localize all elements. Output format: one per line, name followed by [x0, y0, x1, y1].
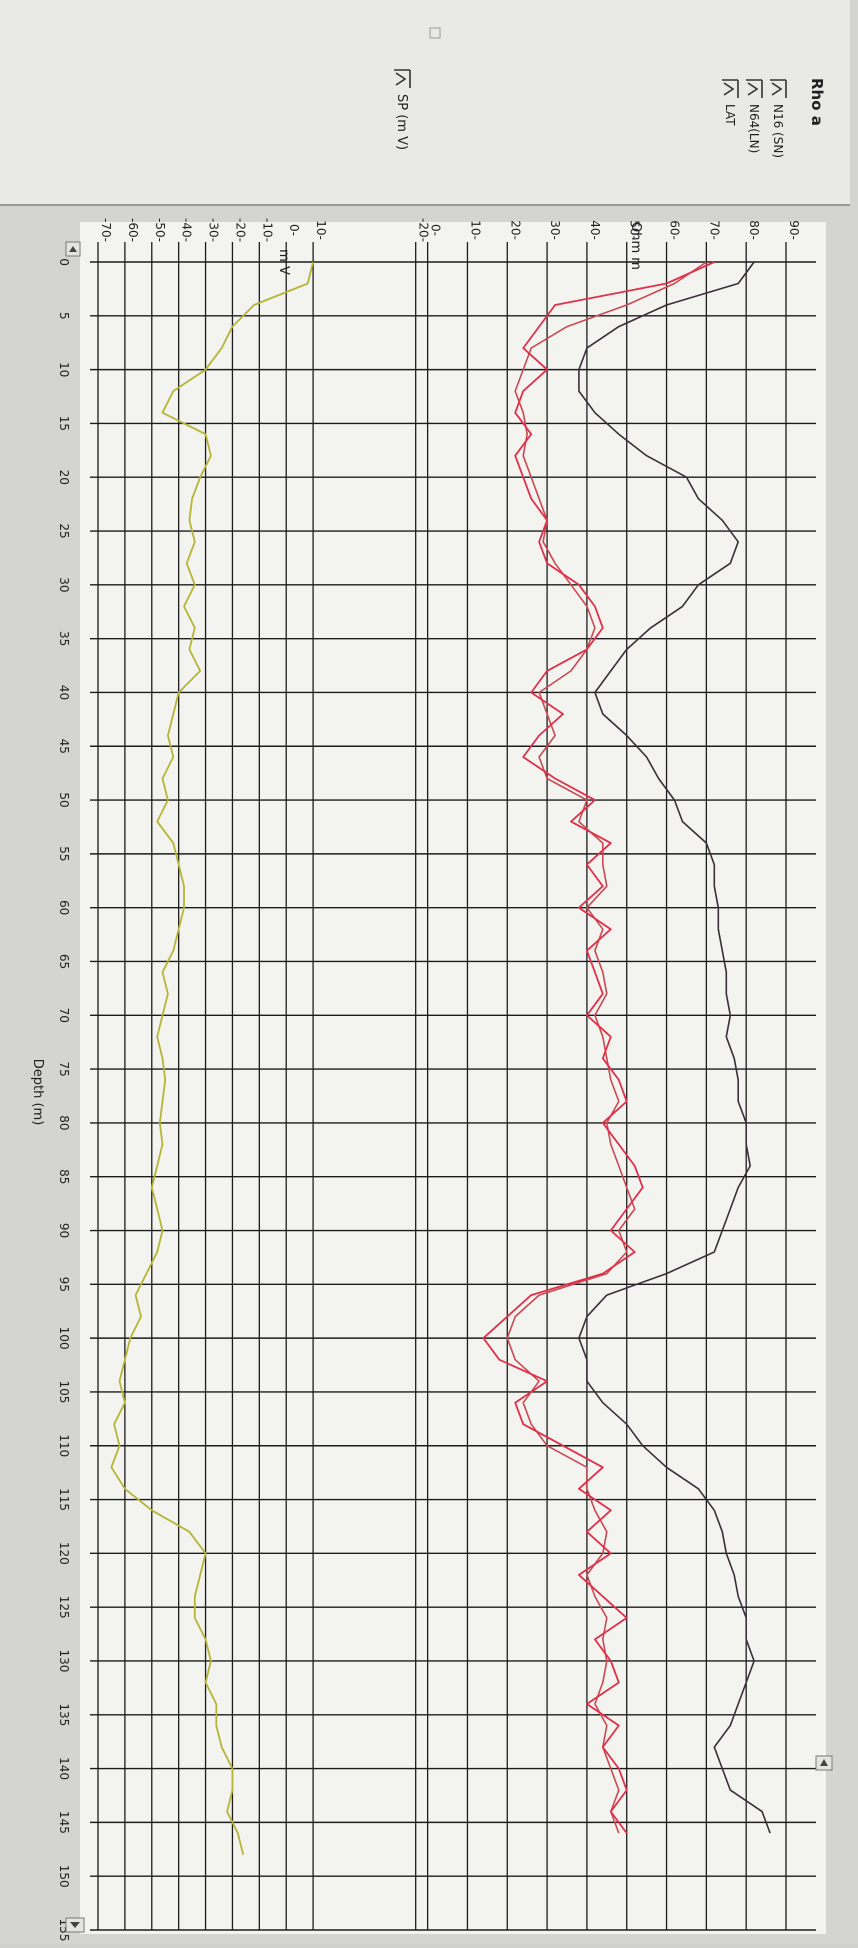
lower-y-tick-label: 0-: [287, 224, 301, 236]
lower-y-tick-label: -30-: [207, 218, 221, 242]
panel-toggle-button[interactable]: [429, 27, 441, 39]
x-tick-label: 85: [57, 1169, 71, 1184]
upper-y-tick-label: 40-: [588, 220, 602, 240]
legend-item-lat: LAT: [723, 104, 737, 126]
x-tick-label: 25: [57, 523, 71, 538]
x-tick-label: 80: [57, 1115, 71, 1130]
upper-y-tick-label: 10-: [468, 220, 482, 240]
x-tick-label: 65: [57, 954, 71, 969]
x-tick-label: 140: [57, 1757, 71, 1780]
x-tick-label: 90: [57, 1223, 71, 1238]
x-tick-label: 70: [57, 1008, 71, 1023]
legend-item-sn: N16 (SN): [771, 104, 785, 158]
lower-y-tick-label: -50-: [153, 218, 167, 242]
tick-labels: 0 5 10 15 20 25 30 35 40 45 50 55 60 65 70 75 80 85 90 95 10…: [57, 218, 801, 1941]
arrow-down-icon: [70, 1922, 80, 1928]
x-tick-label: 130: [57, 1650, 71, 1673]
arrow-icon: [820, 1759, 828, 1766]
upper-y-tick-label: 0-: [429, 224, 443, 236]
x-tick-label: 110: [57, 1434, 71, 1457]
legend-panel: [0, 0, 850, 205]
x-tick-label: 100: [57, 1327, 71, 1350]
lower-y-tick-label: -70-: [99, 218, 113, 242]
upper-y-tick-label: 80-: [747, 220, 761, 240]
sp-legend: SP (m V): [394, 69, 411, 150]
upper-ylabel: Ohm m: [628, 222, 643, 270]
curve-ln-icon: [746, 79, 763, 98]
x-tick-label: 35: [57, 631, 71, 646]
lower-y-tick-label: -40-: [180, 218, 194, 242]
x-tick-label: 45: [57, 739, 71, 754]
series-layer: [110, 261, 771, 1855]
x-tick-label: 30: [57, 577, 71, 592]
legend-item-sp: SP (m V): [394, 94, 409, 150]
x-tick-label: 55: [57, 846, 71, 861]
grid: [90, 242, 816, 1931]
curve-sp-icon: [394, 69, 411, 88]
x-tick-label: 145: [57, 1811, 71, 1834]
legend: Rho a N16 (SN) N64(LN) LAT: [722, 78, 826, 158]
upper-y-tick-label: 20-: [508, 220, 522, 240]
x-tick-label: 10: [57, 362, 71, 377]
x-tick-label: 115: [57, 1488, 71, 1511]
x-tick-label: 0: [57, 258, 71, 266]
x-tick-label: 95: [57, 1277, 71, 1292]
series-line-sp: [110, 261, 314, 1855]
x-tick-label: 50: [57, 792, 71, 807]
x-tick-label: 40: [57, 685, 71, 700]
upper-y-tick-label: 90-: [787, 220, 801, 240]
x-tick-label: 105: [57, 1380, 71, 1403]
lower-y-tick-label: -60-: [126, 218, 140, 242]
legend-item-ln: N64(LN): [747, 104, 761, 153]
upper-y-tick-label: 60-: [668, 220, 682, 240]
series-line-sn: [578, 261, 771, 1834]
curve-sn-icon: [770, 79, 787, 98]
arrow-up-icon: [69, 246, 77, 252]
lower-y-tick-label: -10-: [260, 218, 274, 242]
x-tick-label: 120: [57, 1542, 71, 1565]
x-tick-label: 15: [57, 416, 71, 431]
lower-ylabel: m V: [276, 249, 291, 275]
lower-y-tick-label: 10-: [314, 220, 328, 240]
x-tick-label: 60: [57, 900, 71, 915]
upper-y-tick-label: 30-: [548, 220, 562, 240]
upper-y-tick-label: -20-: [417, 218, 431, 242]
xlabel: Depth (m): [30, 1059, 45, 1126]
x-tick-label: 75: [57, 1061, 71, 1076]
x-tick-label: 150: [57, 1865, 71, 1888]
x-tick-label: 125: [57, 1596, 71, 1619]
x-tick-label: 20: [57, 470, 71, 485]
lower-y-tick-label: -20-: [233, 218, 247, 242]
series-line-lat: [482, 261, 715, 1834]
upper-y-tick-label: 70-: [707, 220, 721, 240]
x-tick-label: 135: [57, 1703, 71, 1726]
x-tick-label: 5: [57, 312, 71, 320]
upper-y-tick-label: 50-: [628, 220, 642, 240]
plot-area: [80, 222, 826, 1934]
legend-title: Rho a: [808, 78, 826, 126]
curve-lat-icon: [722, 79, 739, 98]
